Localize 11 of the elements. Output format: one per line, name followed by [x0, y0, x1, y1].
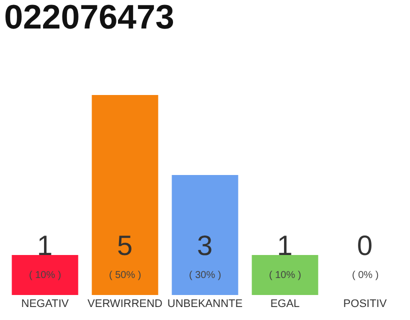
- x-tick-label: EGAL: [270, 298, 300, 310]
- x-tick-label: POSITIV: [343, 298, 388, 310]
- x-tick-label: UNBEKANNTE: [167, 298, 243, 310]
- data-label: 1 ( 10% ): [269, 230, 302, 281]
- data-label: 0 ( 0% ): [352, 230, 379, 281]
- data-label: 3 ( 30% ): [189, 230, 222, 281]
- data-label: 1 ( 10% ): [29, 230, 62, 281]
- x-tick-label: VERWIRREND: [88, 298, 163, 310]
- data-label: 5 ( 50% ): [109, 230, 142, 281]
- x-tick-label: NEGATIV: [21, 298, 70, 310]
- chart-title: 022076473: [4, 0, 174, 37]
